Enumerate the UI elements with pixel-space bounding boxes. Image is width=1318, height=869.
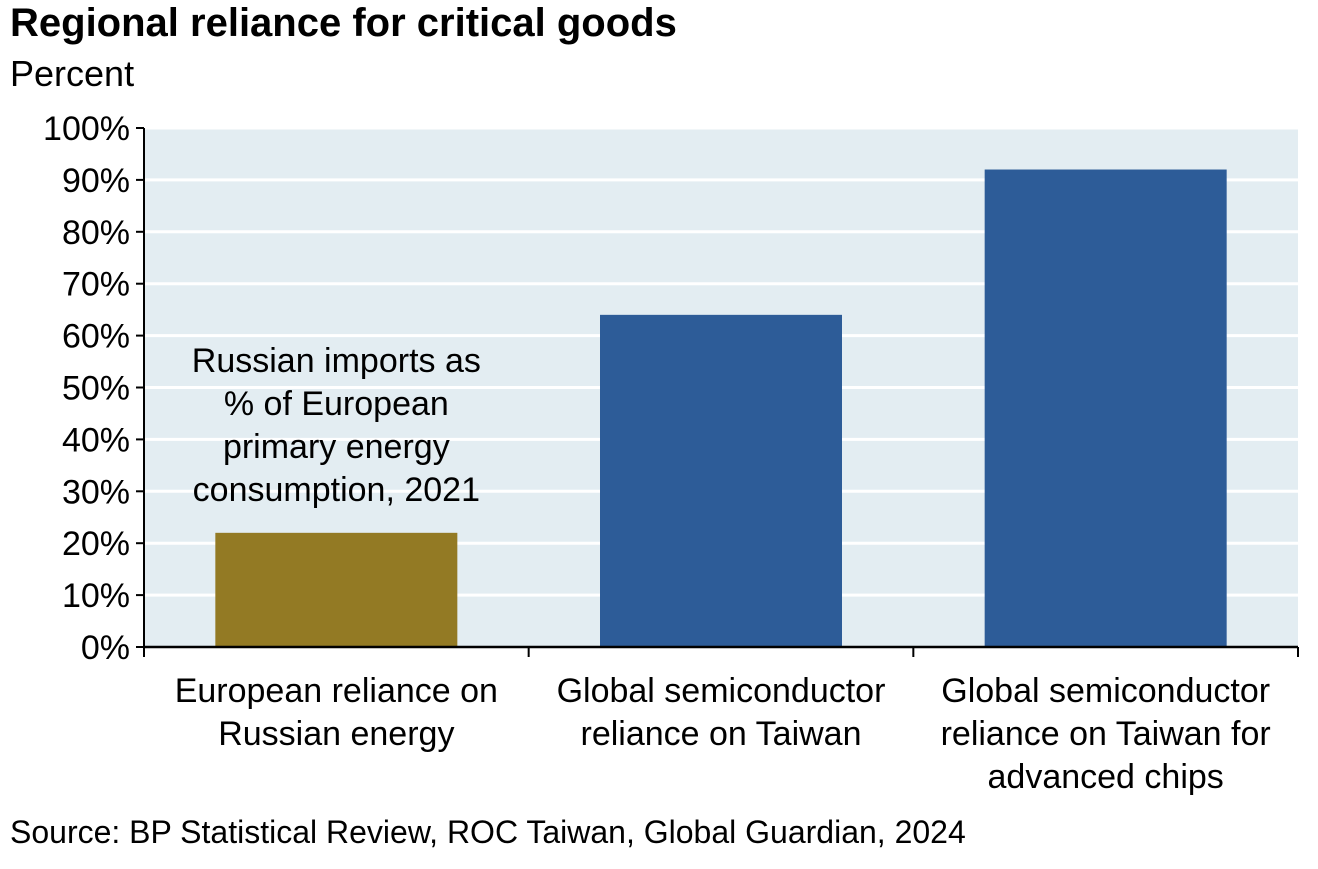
y-tick-label: 40%: [62, 421, 130, 459]
annotation-text: Russian imports as: [192, 342, 481, 380]
chart-subtitle: Percent: [10, 53, 135, 94]
x-category-label: Russian energy: [218, 715, 454, 753]
x-category-label: Global semiconductor: [557, 672, 886, 710]
annotation-text: primary energy: [223, 428, 450, 466]
x-category-label: Global semiconductor: [941, 672, 1270, 710]
x-category-label: advanced chips: [988, 758, 1224, 796]
y-tick-label: 70%: [62, 266, 130, 304]
bar: [600, 314, 842, 647]
y-tick-label: 90%: [62, 162, 130, 200]
y-tick-label: 50%: [62, 370, 130, 408]
y-tick-label: 80%: [62, 214, 130, 252]
y-tick-label: 60%: [62, 318, 130, 356]
y-tick-label: 0%: [81, 629, 130, 667]
y-tick-label: 30%: [62, 473, 130, 511]
x-category-label: reliance on Taiwan: [581, 715, 862, 753]
source-note: Source: BP Statistical Review, ROC Taiwa…: [10, 814, 966, 850]
chart-title: Regional reliance for critical goods: [10, 1, 677, 45]
x-category-label: reliance on Taiwan for: [941, 715, 1271, 753]
y-tick-label: 10%: [62, 577, 130, 615]
bar: [215, 532, 458, 647]
x-category-label: European reliance on: [175, 672, 498, 710]
bar: [984, 169, 1227, 647]
annotation-text: % of European: [224, 385, 449, 423]
annotation-text: consumption, 2021: [193, 471, 480, 509]
y-tick-label: 100%: [43, 110, 130, 148]
y-tick-label: 20%: [62, 525, 130, 563]
